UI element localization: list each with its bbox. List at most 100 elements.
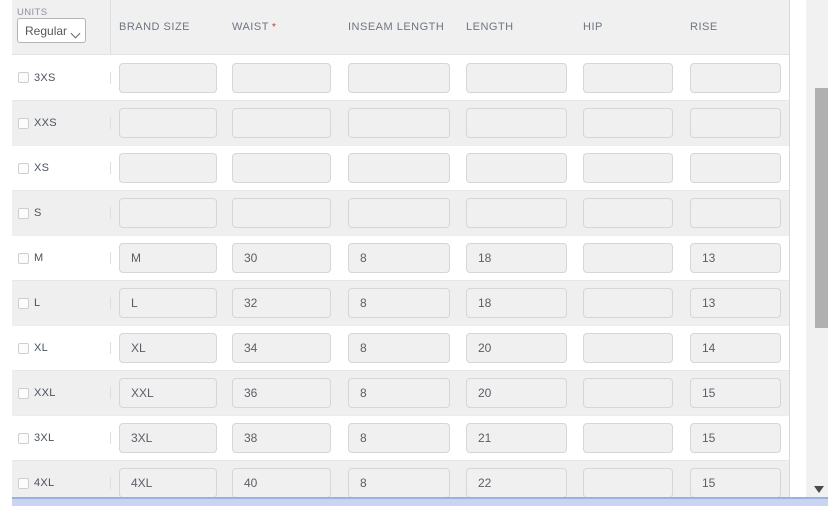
row-checkbox-xxs[interactable]	[18, 117, 29, 129]
scroll-down-arrow-icon[interactable]	[814, 486, 824, 493]
rise-input[interactable]	[690, 153, 781, 183]
row-checkbox-l[interactable]	[18, 297, 29, 309]
brand-size-input[interactable]	[119, 468, 217, 498]
length-input[interactable]	[466, 423, 567, 453]
rise-input[interactable]	[690, 198, 781, 228]
waist-input[interactable]	[232, 333, 331, 363]
rise-cell	[682, 243, 789, 273]
waist-input[interactable]	[232, 198, 331, 228]
hip-cell	[575, 333, 682, 363]
rise-input[interactable]	[690, 288, 781, 318]
brand-size-input[interactable]	[119, 243, 217, 273]
inseam-length-input[interactable]	[348, 153, 450, 183]
waist-input[interactable]	[232, 108, 331, 138]
length-input[interactable]	[466, 153, 567, 183]
row-select-cell: L	[12, 297, 111, 309]
units-select[interactable]: Regular	[17, 18, 86, 43]
hip-cell	[575, 288, 682, 318]
inseam-length-input[interactable]	[348, 288, 450, 318]
row-checkbox-s[interactable]	[18, 207, 29, 219]
brand-size-input[interactable]	[119, 62, 217, 93]
inseam-length-input[interactable]	[348, 423, 450, 453]
brand-size-input[interactable]	[119, 153, 217, 183]
hip-input[interactable]	[583, 243, 673, 273]
length-input[interactable]	[466, 108, 567, 138]
table-row-3xs: 3XS	[12, 55, 789, 100]
waist-input[interactable]	[232, 153, 331, 183]
waist-input[interactable]	[232, 62, 331, 93]
inseam-length-input[interactable]	[348, 468, 450, 498]
brand-size-input[interactable]	[119, 378, 217, 408]
brand-size-cell	[111, 153, 224, 183]
rise-cell	[682, 108, 789, 138]
horizontal-scrollbar[interactable]	[12, 497, 828, 506]
rise-cell	[682, 198, 789, 228]
row-select-inner: 4XL	[12, 477, 110, 489]
rise-cell	[682, 423, 789, 453]
waist-input[interactable]	[232, 423, 331, 453]
length-input[interactable]	[466, 333, 567, 363]
vertical-scrollbar[interactable]	[806, 0, 828, 506]
length-input[interactable]	[466, 288, 567, 318]
inseam-length-input[interactable]	[348, 333, 450, 363]
row-select-cell: M	[12, 252, 111, 264]
required-asterisk: *	[271, 22, 277, 33]
row-checkbox-xxl[interactable]	[18, 387, 29, 399]
rise-input[interactable]	[690, 108, 781, 138]
waist-input[interactable]	[232, 468, 331, 498]
length-input[interactable]	[466, 243, 567, 273]
row-checkbox-3xs[interactable]	[18, 72, 29, 83]
units-label: UNITS	[17, 7, 48, 18]
row-checkbox-xl[interactable]	[18, 342, 29, 354]
rise-input[interactable]	[690, 243, 781, 273]
inseam-length-input[interactable]	[348, 198, 450, 228]
inseam-length-input[interactable]	[348, 378, 450, 408]
hip-input[interactable]	[583, 198, 673, 228]
brand-size-input[interactable]	[119, 288, 217, 318]
brand-size-input[interactable]	[119, 198, 217, 228]
row-checkbox-xs[interactable]	[18, 162, 29, 174]
units-header-cell: UNITS Regular	[12, 0, 111, 54]
hip-input[interactable]	[583, 423, 673, 453]
brand-size-input[interactable]	[119, 108, 217, 138]
inseam-length-cell	[340, 468, 458, 498]
length-input[interactable]	[466, 62, 567, 93]
row-select-cell: XXS	[12, 117, 111, 129]
row-select-inner: L	[12, 297, 110, 309]
hip-input[interactable]	[583, 288, 673, 318]
inseam-length-input[interactable]	[348, 62, 450, 93]
hip-input[interactable]	[583, 333, 673, 363]
rise-input[interactable]	[690, 423, 781, 453]
rise-input[interactable]	[690, 378, 781, 408]
length-input[interactable]	[466, 468, 567, 498]
length-cell	[458, 108, 575, 138]
table-row-s: S	[12, 190, 789, 235]
rise-input[interactable]	[690, 468, 781, 498]
vertical-scrollbar-thumb[interactable]	[815, 88, 828, 328]
row-checkbox-4xl[interactable]	[18, 477, 29, 489]
inseam-length-cell	[340, 423, 458, 453]
rise-input[interactable]	[690, 333, 781, 363]
table-row-xxl: XXL	[12, 370, 789, 415]
waist-input[interactable]	[232, 243, 331, 273]
table-row-xl: XL	[12, 325, 789, 370]
row-checkbox-3xl[interactable]	[18, 432, 29, 444]
waist-input[interactable]	[232, 288, 331, 318]
hip-input[interactable]	[583, 378, 673, 408]
brand-size-cell	[111, 198, 224, 228]
rise-input[interactable]	[690, 62, 781, 93]
hip-input[interactable]	[583, 108, 673, 138]
hip-input[interactable]	[583, 62, 673, 93]
hip-input[interactable]	[583, 468, 673, 498]
brand-size-input[interactable]	[119, 423, 217, 453]
length-input[interactable]	[466, 198, 567, 228]
row-select-inner: M	[12, 252, 110, 264]
brand-size-input[interactable]	[119, 333, 217, 363]
waist-input[interactable]	[232, 378, 331, 408]
inseam-length-input[interactable]	[348, 243, 450, 273]
length-input[interactable]	[466, 378, 567, 408]
size-chart-table: UNITS Regular BRAND SIZE WAIST * INSEAM L…	[12, 0, 790, 505]
hip-input[interactable]	[583, 153, 673, 183]
row-checkbox-m[interactable]	[18, 252, 29, 264]
inseam-length-input[interactable]	[348, 108, 450, 138]
